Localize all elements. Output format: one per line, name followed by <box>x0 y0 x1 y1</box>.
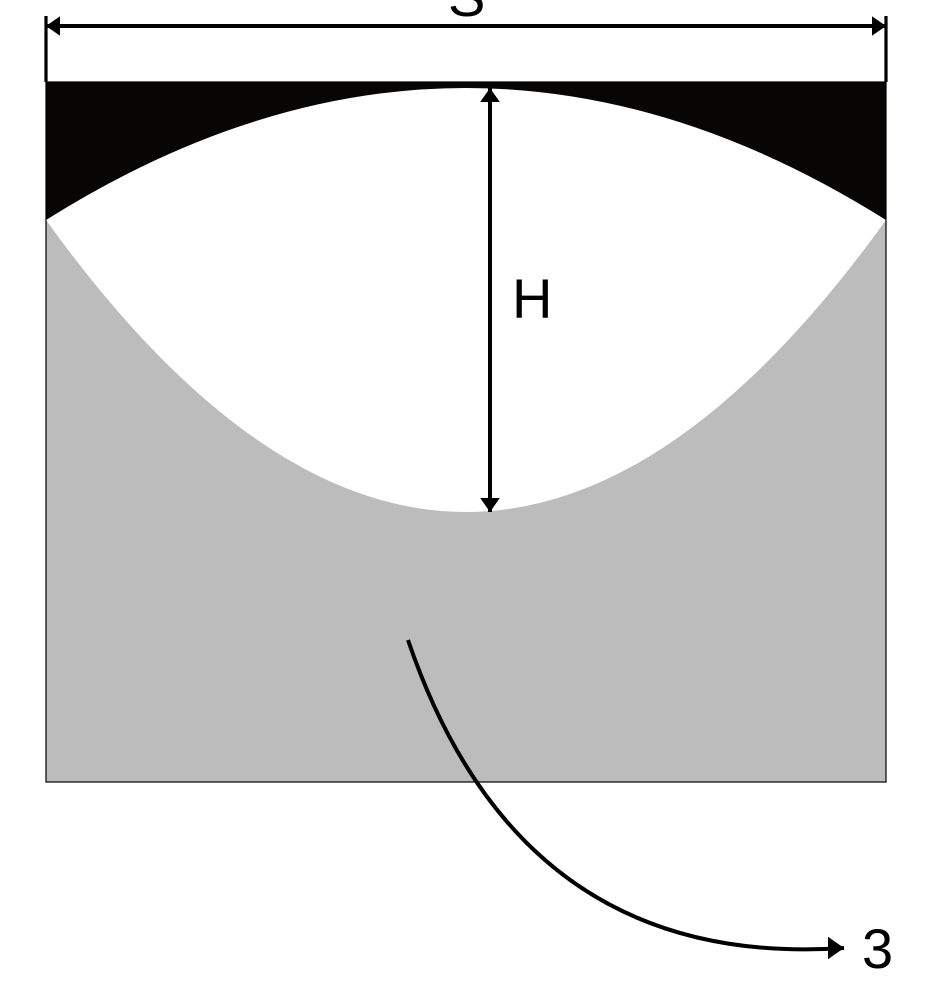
dimension-S-label: S <box>448 0 485 29</box>
diagram-svg <box>0 0 932 1000</box>
dimension-H-label: H <box>512 266 552 331</box>
diagram-stage: S H 3 <box>0 0 932 1000</box>
callout-3-label: 3 <box>862 916 893 981</box>
